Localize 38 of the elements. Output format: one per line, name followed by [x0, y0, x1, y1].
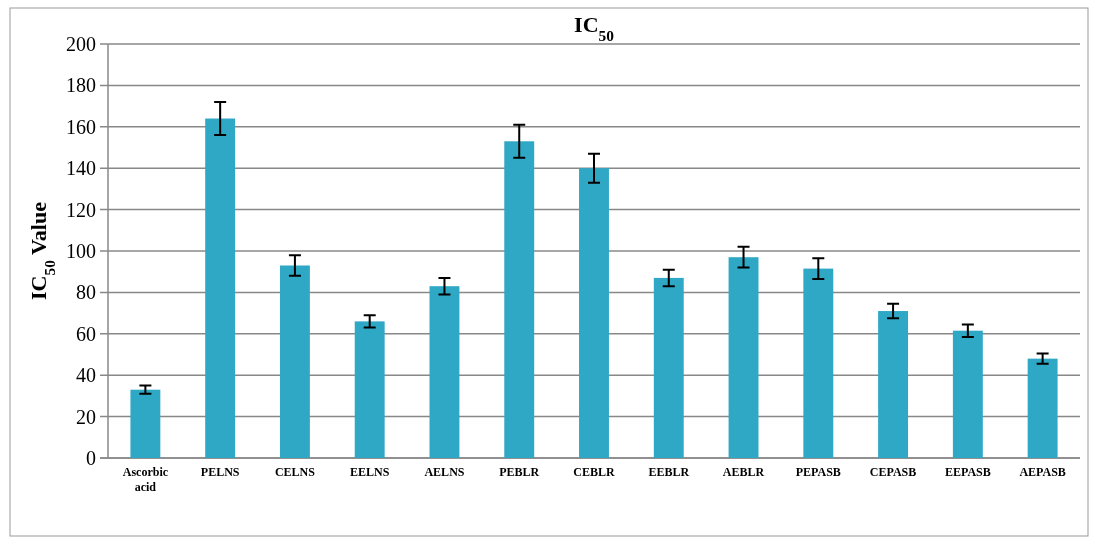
y-tick-label: 80 — [76, 281, 96, 304]
x-tick-label: AEPASB — [1019, 465, 1066, 479]
x-tick-label: EELNS — [350, 465, 390, 479]
bar — [952, 330, 983, 458]
x-tick-label: EEBLR — [648, 465, 690, 479]
bar — [878, 311, 909, 458]
y-tick-label: 140 — [66, 157, 96, 180]
x-tick-label: AELNS — [424, 465, 465, 479]
bar — [1027, 358, 1058, 458]
bar — [354, 321, 385, 458]
x-tick-label: PELNS — [200, 465, 240, 479]
bar — [504, 141, 535, 458]
y-tick-label: 60 — [76, 322, 96, 345]
bar — [279, 265, 310, 458]
x-tick-label: Ascorbic acid — [122, 465, 169, 494]
y-tick-label: 40 — [76, 364, 96, 387]
bar — [728, 257, 759, 458]
x-tick-label: CEPASB — [869, 465, 917, 479]
y-tick-label: 180 — [66, 74, 96, 97]
y-tick-label: 0 — [86, 447, 96, 469]
y-tick-label: 200 — [66, 33, 96, 55]
bar — [653, 277, 684, 458]
bar — [429, 286, 460, 458]
bar — [130, 389, 161, 458]
y-tick-label: 120 — [66, 198, 96, 221]
x-tick-label: EEPASB — [944, 465, 991, 479]
x-tick-label: CEBLR — [573, 465, 616, 479]
y-tick-label: 160 — [66, 115, 96, 138]
x-tick-label: PEPASB — [795, 465, 841, 479]
chart-title: IC$_{50}$ — [574, 12, 615, 44]
y-tick-label: 20 — [76, 405, 96, 428]
bar — [803, 268, 834, 458]
bar — [579, 168, 609, 458]
x-tick-label: CELNS — [274, 465, 316, 479]
x-tick-label: AEBLR — [722, 465, 765, 479]
bar — [205, 118, 236, 458]
y-tick-label: 100 — [66, 240, 96, 262]
x-tick-label: PEBLR — [499, 465, 540, 479]
